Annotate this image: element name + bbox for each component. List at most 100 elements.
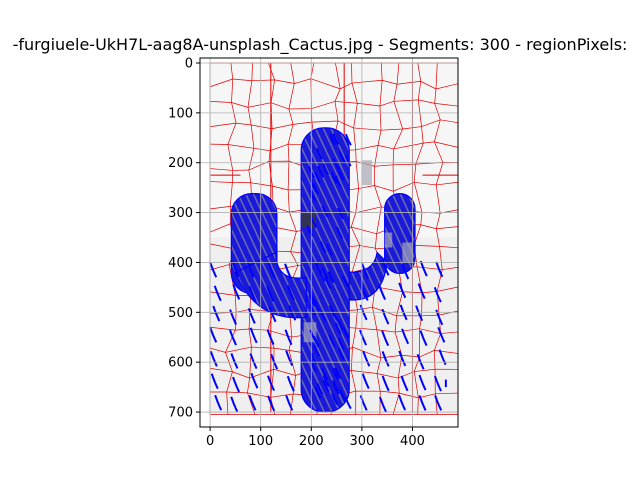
overlay-stroke: [284, 263, 293, 280]
overlay-stroke: [321, 205, 329, 218]
cactus-part: [348, 251, 388, 301]
overlay-stroke: [314, 171, 321, 184]
overlay-stroke: [417, 283, 426, 299]
overlay-stroke: [319, 309, 327, 322]
overlay-stroke: [322, 375, 330, 387]
x-tick-label: 0: [206, 434, 214, 449]
overlay-stroke: [435, 309, 444, 326]
overlay-stroke: [286, 285, 295, 301]
overlay-stroke: [314, 386, 322, 399]
overlay-stroke: [435, 261, 444, 278]
overlay-stroke: [332, 158, 340, 170]
overlay-stroke: [419, 330, 428, 346]
segment-boundary: [372, 62, 383, 415]
overlay-stroke: [438, 349, 447, 366]
overlay-stroke: [270, 353, 279, 370]
overlay-stroke: [401, 328, 410, 345]
overlay-stroke: [331, 367, 339, 380]
overlay-stroke: [328, 334, 336, 347]
overlay-stroke: [317, 165, 325, 178]
overlay-stroke: [398, 350, 407, 367]
overlay-stroke: [267, 262, 276, 279]
y-axis: 0 100 200 300 400 500 600 700: [168, 56, 200, 421]
x-tick-label: 300: [349, 434, 374, 449]
overlay-stroke: [248, 286, 257, 302]
overlay-stroke: [267, 375, 275, 392]
overlay-stroke: [344, 133, 352, 146]
overlay-stroke: [266, 286, 275, 302]
y-tick-label: 600: [168, 356, 193, 371]
y-tick-label: 0: [185, 56, 193, 71]
overlay-stroke: [309, 189, 317, 202]
overlay-stroke: [332, 133, 340, 146]
cactus-shadow: [361, 160, 372, 186]
overlay-stroke: [309, 303, 317, 316]
overlay-stroke: [418, 374, 427, 391]
overlay-strokes: [209, 133, 447, 413]
overlay-stroke: [285, 395, 294, 411]
cactus-shadow: [384, 232, 393, 248]
overlay-stroke: [337, 168, 345, 181]
overlay-stroke: [321, 267, 329, 280]
overlay-stroke: [315, 148, 323, 160]
overlay-stroke: [229, 329, 237, 346]
overlay-stroke: [310, 352, 318, 365]
overlay-stroke: [337, 338, 345, 350]
overlay-stroke: [334, 367, 342, 380]
overlay-stroke: [247, 308, 256, 324]
overlay-stroke: [330, 171, 338, 184]
overlay-stroke: [325, 243, 333, 256]
overlay-stroke: [342, 275, 349, 288]
overlay-stroke: [331, 392, 338, 405]
overlay-stroke: [401, 263, 410, 280]
overlay-stroke: [230, 353, 239, 369]
overlay-stroke: [322, 163, 330, 176]
overlay-stroke: [418, 395, 427, 411]
overlay-stroke: [313, 344, 321, 357]
overlay-stroke: [268, 306, 277, 323]
overlay-stroke: [214, 394, 223, 411]
overlay-stroke: [250, 372, 259, 389]
overlay-stroke: [398, 282, 407, 299]
overlay-stroke: [359, 329, 367, 346]
grid-lines: [200, 58, 458, 427]
overlay-stroke: [229, 309, 238, 325]
overlay-stroke: [266, 329, 275, 346]
overlay-stroke: [337, 318, 345, 331]
overlay-stroke: [338, 150, 346, 163]
overlay-stroke: [361, 263, 370, 279]
overlay-stroke: [400, 375, 409, 392]
overlay-stroke: [415, 305, 424, 322]
overlay-stroke: [378, 284, 387, 301]
axes-frame: [199, 57, 459, 428]
y-tick-label: 700: [168, 406, 193, 421]
overlay-stroke: [209, 327, 218, 343]
overlay-stroke: [319, 241, 327, 254]
x-axis: 0 100 200 300 400: [206, 427, 425, 449]
overlay-stroke: [306, 225, 314, 237]
overlay-stroke: [434, 375, 442, 392]
overlay-stroke: [381, 330, 390, 347]
overlay-stroke: [286, 375, 295, 392]
overlay-stroke: [213, 285, 222, 302]
overlay-stroke: [361, 373, 370, 390]
overlay-stroke: [339, 389, 347, 402]
overlay-stroke: [337, 207, 344, 220]
overlay-stroke: [362, 350, 371, 367]
overlay-stroke: [316, 382, 324, 395]
overlay-stroke: [344, 397, 352, 410]
y-tick-label: 100: [168, 106, 193, 121]
overlay-stroke: [381, 260, 390, 276]
overlay-stroke: [267, 395, 276, 412]
overlay-stroke: [334, 175, 342, 188]
overlay-stroke: [246, 262, 255, 278]
overlay-stroke: [209, 351, 218, 367]
segment-boundary: [433, 62, 444, 415]
overlay-stroke: [212, 305, 221, 322]
segment-boundary: [350, 62, 361, 415]
x-tick-label: 400: [400, 434, 425, 449]
overlay-stroke: [315, 262, 323, 275]
plot-area: [200, 58, 458, 427]
overlay-stroke: [359, 395, 368, 411]
